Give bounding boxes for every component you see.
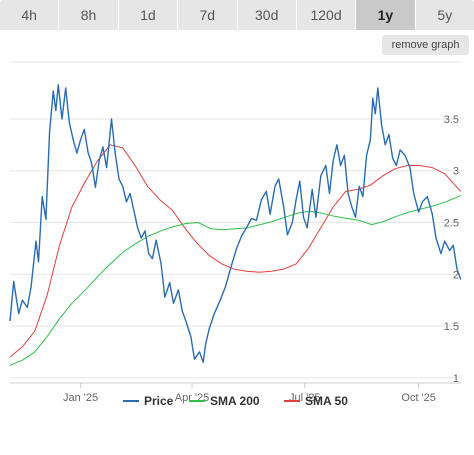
series-line-price <box>9 84 462 363</box>
chart-grid <box>10 61 462 384</box>
tab-4h[interactable]: 4h <box>0 0 59 30</box>
remove-graph-button[interactable]: remove graph <box>382 35 469 55</box>
tab-5y[interactable]: 5y <box>415 0 474 30</box>
y-tick-label: 3 <box>453 166 459 178</box>
chart-legend: Price SMA 200 SMA 50 <box>123 394 348 408</box>
y-tick-label: 3.5 <box>444 114 459 126</box>
tab-7d[interactable]: 7d <box>178 0 237 30</box>
series-line-sma-200 <box>9 195 461 366</box>
tab-30d[interactable]: 30d <box>237 0 296 30</box>
y-axis-ticks: 1 1.5 2 2.5 3 3.5 <box>444 114 459 385</box>
chart-series <box>9 84 462 366</box>
y-tick-label: 1.5 <box>444 321 459 333</box>
y-tick-label: 1 <box>453 373 459 385</box>
legend-label[interactable]: Price <box>144 394 174 408</box>
x-tick-label: Apr '25 <box>175 392 210 404</box>
legend-label[interactable]: SMA 50 <box>305 394 348 408</box>
tab-1y[interactable]: 1y <box>356 0 415 30</box>
x-tick-label: Oct '25 <box>401 392 436 404</box>
timeframe-tab-bar: 4h 8h 1d 7d 30d 120d 1y 5y <box>0 0 474 30</box>
tab-120d[interactable]: 120d <box>296 0 356 30</box>
series-line-sma-50 <box>9 144 462 358</box>
x-tick-label: Jan '25 <box>63 392 98 404</box>
y-tick-label: 2 <box>453 269 459 281</box>
tab-1d[interactable]: 1d <box>118 0 178 30</box>
y-tick-label: 2.5 <box>444 218 459 230</box>
tab-8h[interactable]: 8h <box>59 0 118 30</box>
legend-label[interactable]: SMA 200 <box>210 394 260 408</box>
